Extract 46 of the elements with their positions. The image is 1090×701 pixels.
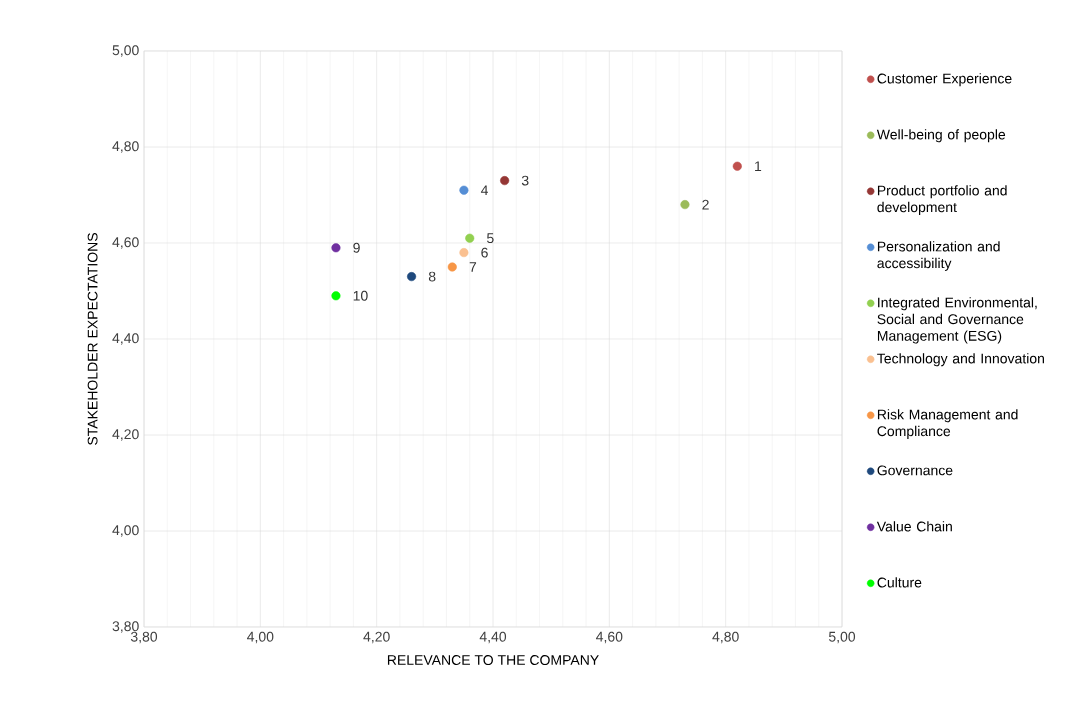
annotation: 4	[480, 185, 488, 196]
annotation: 2	[702, 199, 709, 210]
y-tick-label: 4,60	[112, 237, 139, 249]
legend-label: Governance	[877, 465, 953, 476]
point	[500, 176, 510, 186]
y-tick-label: 3,80	[112, 621, 139, 633]
point	[447, 262, 457, 272]
point	[680, 200, 690, 210]
x-tick-label: 4,60	[596, 631, 623, 644]
y-tick-label: 4,80	[112, 141, 139, 153]
annotation: 3	[521, 175, 529, 186]
x-axis-title: RELEVANCE TO THE COMPANY	[387, 655, 599, 666]
x-tick-label: 5,00	[828, 631, 856, 644]
legend-label: Integrated Environmental, Social and Governance Management (ESG)	[877, 297, 1037, 344]
point	[459, 185, 469, 195]
legend-label: Risk Management and Compliance	[877, 409, 1018, 439]
legend-label: Personalization and accessibility	[877, 241, 1000, 271]
annotation: 6	[481, 247, 488, 258]
y-axis-title: STAKEHOLDER EXPECTATIONS	[87, 233, 98, 445]
legend-label: Customer Experience	[877, 73, 1012, 87]
legend-label: Technology and Innovation	[877, 353, 1044, 367]
x-tick-label: 4,00	[247, 631, 274, 644]
y-tick-label: 4,40	[112, 333, 139, 345]
y-tick-label: 4,00	[112, 525, 139, 537]
legend-label: Product portfolio and development	[877, 185, 1007, 215]
annotation: 9	[353, 242, 360, 253]
legend-label: Value Chain	[876, 521, 952, 532]
legend-label: Culture	[877, 577, 922, 588]
y-tick-label: 4,20	[112, 429, 139, 441]
annotation: 5	[487, 233, 494, 244]
x-tick-label: 3,80	[130, 631, 158, 644]
annotation: 7	[469, 262, 477, 272]
x-tick-label: 4,40	[479, 631, 507, 644]
point	[459, 248, 469, 258]
point	[331, 243, 341, 253]
point	[465, 233, 475, 243]
annotation: 8	[428, 271, 436, 282]
legend-label: Well-being of people	[876, 129, 1006, 143]
annotation: 10	[353, 290, 368, 301]
point	[732, 161, 742, 171]
point	[407, 272, 417, 282]
x-tick-label: 4,80	[712, 631, 739, 644]
x-tick-label: 4,20	[363, 631, 390, 644]
annotation: 1	[755, 161, 762, 172]
y-tick-label: 5,00	[112, 45, 139, 57]
point	[331, 291, 341, 301]
